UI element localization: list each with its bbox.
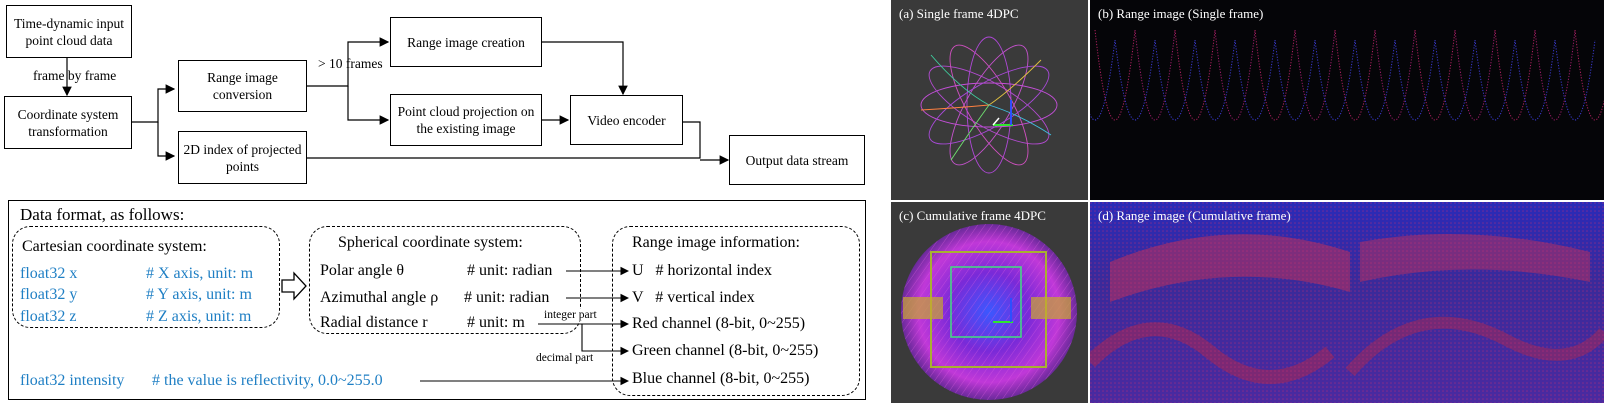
data-format-heading: Data format, as follows: bbox=[20, 205, 185, 224]
spherical-box bbox=[309, 226, 581, 334]
video-encoder-box: Video encoder bbox=[570, 95, 683, 145]
spherical-polar-comment: # unit: radian bbox=[467, 262, 553, 279]
spherical-azimuth-name: Azimuthal angle ρ bbox=[320, 289, 439, 306]
spherical-radial-comment: # unit: m bbox=[467, 314, 525, 331]
cartesian-x-name: float32 x bbox=[20, 265, 78, 282]
single-frame-pointcloud-image bbox=[920, 36, 1058, 174]
cartesian-y-name: float32 y bbox=[20, 286, 78, 303]
gt10-label: > 10 frames bbox=[318, 56, 383, 71]
pc-projection-box: Point cloud projection on the existing i… bbox=[390, 94, 542, 146]
panel-a-title: (a) Single frame 4DPC bbox=[899, 6, 1019, 21]
panel-c-title: (c) Cumulative frame 4DPC bbox=[899, 208, 1046, 223]
data-format-box bbox=[8, 200, 866, 400]
spherical-radial-name: Radial distance r bbox=[320, 314, 428, 331]
range-conversion-box: Range image conversion bbox=[178, 60, 307, 112]
range-info-title: Range image information: bbox=[632, 234, 800, 251]
decimal-part-label: decimal part bbox=[536, 352, 594, 364]
pc-projection-label: Point cloud projection on the existing i… bbox=[397, 104, 535, 136]
panel-single-4dpc: (a) Single frame 4DPC bbox=[891, 0, 1088, 200]
range-conversion-label: Range image conversion bbox=[207, 70, 278, 102]
video-encoder-label: Video encoder bbox=[587, 112, 666, 128]
flow-connectors bbox=[62, 37, 730, 165]
range-v-row: V # vertical index bbox=[632, 289, 755, 306]
range-u-row: U # horizontal index bbox=[632, 262, 772, 279]
panel-b-title: (b) Range image (Single frame) bbox=[1098, 6, 1264, 21]
cartesian-z-comment: # Z axis, unit: m bbox=[146, 308, 252, 325]
range-creation-box: Range image creation bbox=[390, 17, 542, 67]
intensity-comment: # the value is reflectivity, 0.0~255.0 bbox=[152, 372, 383, 389]
cartesian-title: Cartesian coordinate system: bbox=[22, 238, 207, 255]
panel-cumulative-4dpc: (c) Cumulative frame 4DPC bbox=[891, 202, 1088, 403]
frame-by-frame-label: frame by frame bbox=[33, 68, 117, 83]
output-box: Output data stream bbox=[729, 135, 865, 185]
integer-part-label: integer part bbox=[544, 309, 597, 321]
panel-d-title: (d) Range image (Cumulative frame) bbox=[1098, 208, 1291, 223]
input-box: Time-dynamic input point cloud data bbox=[6, 5, 132, 58]
cumulative-frame-range-image bbox=[1090, 202, 1604, 403]
single-frame-range-image bbox=[1090, 29, 1604, 121]
range-blue-row: Blue channel (8-bit, 0~255) bbox=[632, 370, 810, 387]
range-red-row: Red channel (8-bit, 0~255) bbox=[632, 315, 806, 332]
cartesian-z-name: float32 z bbox=[20, 308, 77, 325]
panel-cumulative-range: (d) Range image (Cumulative frame) bbox=[1090, 202, 1604, 403]
input-label: Time-dynamic input point cloud data bbox=[13, 15, 125, 48]
spherical-polar-name: Polar angle θ bbox=[320, 262, 405, 279]
cartesian-x-comment: # X axis, unit: m bbox=[146, 265, 254, 282]
spherical-azimuth-comment: # unit: radian bbox=[464, 289, 550, 306]
panel-single-range: (b) Range image (Single frame) bbox=[1090, 0, 1604, 200]
index-2d-label: 2D index of projected points bbox=[183, 141, 302, 174]
spherical-title: Spherical coordinate system: bbox=[338, 234, 523, 251]
coord-transform-label: Coordinate system transformation bbox=[17, 106, 119, 139]
output-label: Output data stream bbox=[745, 152, 849, 168]
cartesian-y-comment: # Y axis, unit: m bbox=[146, 286, 252, 303]
intensity-name: float32 intensity bbox=[20, 372, 125, 389]
range-creation-label: Range image creation bbox=[407, 34, 525, 50]
index-2d-box: 2D index of projected points bbox=[178, 131, 307, 184]
coord-transform-box: Coordinate system transformation bbox=[4, 96, 132, 149]
cartesian-box bbox=[12, 226, 280, 328]
range-green-row: Green channel (8-bit, 0~255) bbox=[632, 342, 819, 359]
cumulative-frame-pointcloud-image bbox=[901, 224, 1077, 400]
range-info-box bbox=[612, 226, 860, 396]
